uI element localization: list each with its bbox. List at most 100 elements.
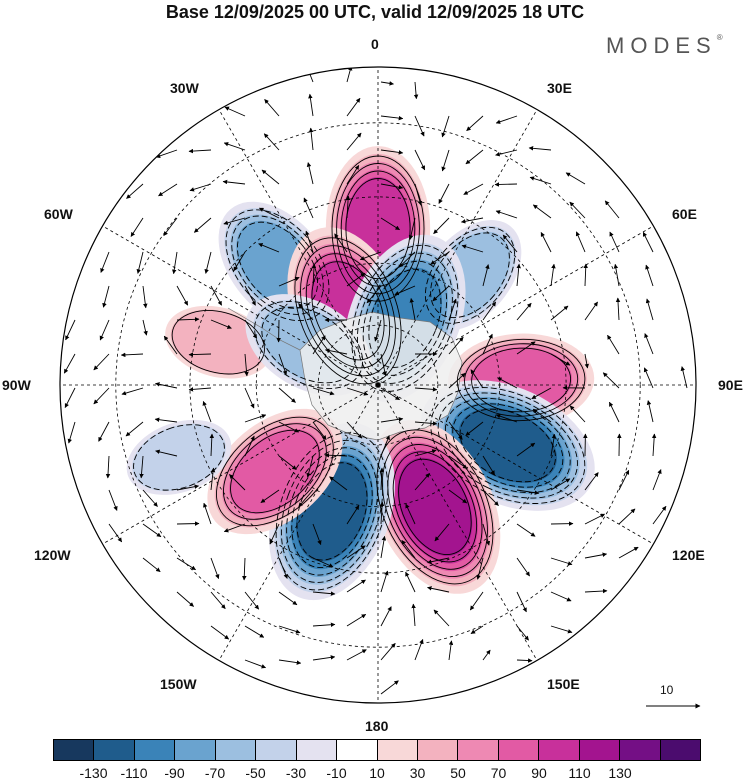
wind-arrow (645, 298, 654, 321)
colorbar (53, 739, 701, 761)
wind-arrow (278, 659, 302, 665)
anomaly-fill-12-1 (132, 423, 226, 492)
wind-arrow (461, 244, 484, 253)
wind-arrow (584, 588, 608, 594)
wind-arrow (394, 285, 416, 296)
lon-label-120e: 120E (672, 547, 705, 563)
meridian-line (102, 384, 379, 545)
wind-arrow (482, 301, 497, 321)
colorbar-tick-label: -130 (79, 765, 108, 781)
wind-arrow (411, 603, 416, 627)
wind-arrow (470, 369, 484, 389)
contour-9-5 (398, 458, 472, 556)
wind-arrow (380, 680, 399, 695)
wind-arrow (575, 231, 586, 253)
lon-label-30e: 30E (547, 80, 572, 96)
wind-arrow (438, 183, 450, 204)
wind-arrow (176, 557, 196, 571)
wind-arrow (278, 591, 298, 606)
wind-arrow (427, 586, 450, 593)
wind-arrow (460, 217, 484, 224)
wind-arrow (312, 622, 336, 627)
wind-arrow (346, 67, 353, 83)
colorbar-swatch-6 (296, 740, 338, 760)
wind-arrow (380, 183, 404, 190)
anomaly-fill-3-1 (170, 309, 266, 375)
wind-arrow (308, 127, 314, 151)
wind-arrow (482, 523, 491, 546)
wind-vectors (63, 67, 688, 695)
wind-arrow (532, 204, 552, 219)
wind-arrow (584, 552, 608, 559)
wind-arrow (602, 372, 620, 389)
wind-arrow (278, 625, 301, 634)
wind-arrow (414, 115, 425, 137)
wind-arrow (312, 421, 327, 440)
wind-arrow (608, 401, 620, 423)
brand-text: MODES (606, 33, 717, 58)
wind-arrow (202, 400, 212, 423)
wind-arrow (269, 523, 280, 545)
colorbar-ticks: -130 -110 -90 -70 -50 -30 -10 10 30 50 70 90 110 130 (53, 765, 701, 783)
lon-label-150e: 150E (547, 676, 580, 692)
colorbar-swatch-11 (498, 740, 540, 760)
wind-arrow (312, 655, 336, 661)
wind-arrow (142, 557, 161, 573)
contour-7-3 (471, 347, 572, 413)
wind-arrow (380, 149, 404, 155)
wind-arrow (532, 408, 552, 423)
wind-arrow (465, 149, 484, 165)
colorbar-tick-label: 30 (409, 765, 426, 781)
map-title: Base 12/09/2025 00 UTC, valid 12/09/2025… (165, 2, 585, 22)
wind-arrow (529, 176, 552, 185)
wind-arrow (346, 649, 367, 661)
wind-arrow (441, 149, 450, 172)
contour-10-1 (275, 432, 389, 591)
wind-arrow (108, 523, 123, 543)
wind-arrow (495, 413, 518, 423)
wind-arrow (652, 505, 667, 525)
wind-arrow (528, 146, 552, 151)
wind-arrow (516, 489, 540, 495)
wind-arrow (482, 455, 495, 476)
wind-arrow (516, 302, 532, 321)
wind-arrow (278, 353, 288, 376)
colorbar-swatch-2 (134, 740, 176, 760)
wind-arrow (244, 659, 267, 669)
contour-10-2 (280, 439, 384, 583)
wind-arrow (516, 625, 529, 641)
wind-arrow (303, 197, 314, 219)
wind-arrow (306, 455, 314, 478)
wind-arrow (433, 217, 450, 235)
contour-11-3 (230, 429, 320, 514)
wind-arrow (346, 579, 366, 593)
lon-label-120w: 120W (34, 547, 71, 563)
colorbar-swatch-9 (417, 740, 459, 760)
wind-arrow (495, 115, 518, 124)
wind-arrow (615, 297, 621, 321)
wind-arrow (346, 165, 360, 185)
wind-arrow (482, 489, 499, 506)
wind-arrow (540, 231, 552, 253)
colorbar-swatch-8 (377, 740, 418, 760)
wind-arrow (550, 353, 571, 366)
wind-arrow (298, 303, 314, 321)
contour-2-1 (424, 226, 516, 324)
lon-label-90e: 90E (718, 377, 743, 393)
wind-arrow (346, 505, 360, 525)
wind-arrow (244, 625, 265, 638)
colorbar-tick-label: 70 (490, 765, 507, 781)
contour-8-2 (437, 392, 578, 499)
south-pole-marker (375, 382, 381, 388)
wind-arrow (102, 285, 110, 308)
wind-arrow (278, 387, 296, 403)
wind-arrow (652, 469, 662, 491)
wind-arrow (229, 474, 246, 491)
lon-label-30w: 30W (170, 80, 199, 96)
wind-arrow (210, 625, 230, 640)
wind-arrow (380, 570, 389, 593)
contour-8-3 (444, 397, 571, 494)
wind-arrow (121, 387, 144, 396)
wind-arrow (188, 148, 212, 154)
wind-arrow (550, 625, 573, 634)
